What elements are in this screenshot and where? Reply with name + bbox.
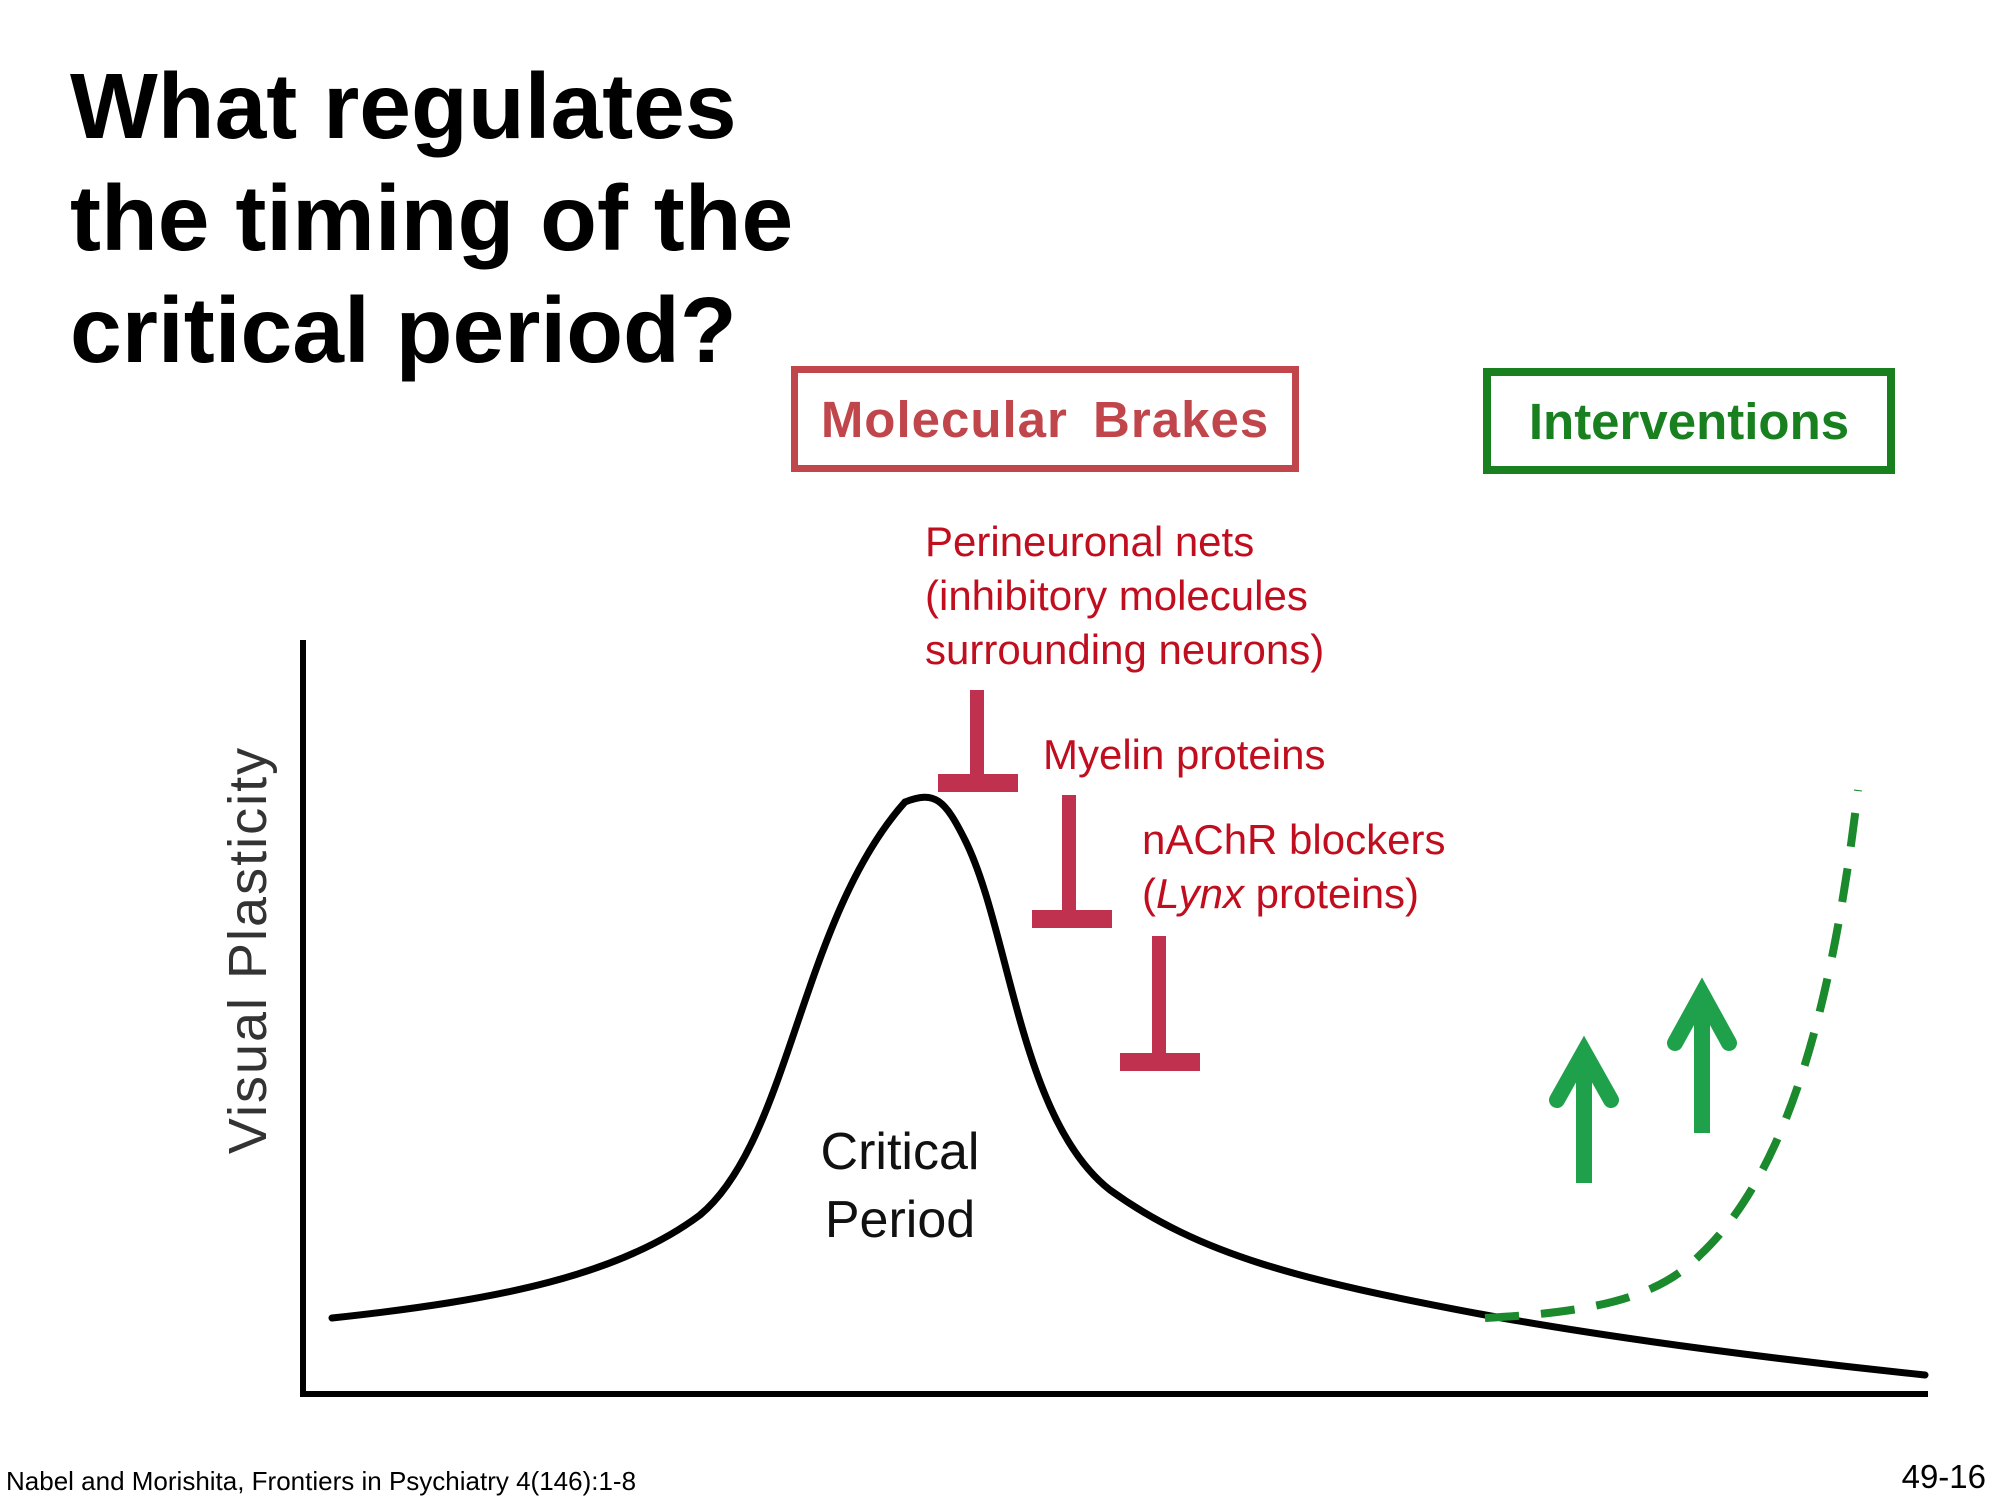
brake-symbol-myelin-icon xyxy=(1032,795,1112,928)
perineuronal-line-2: (inhibitory molecules xyxy=(925,572,1308,619)
lynx-italic: Lynx xyxy=(1156,870,1244,917)
title-line-1: What regulates xyxy=(70,54,737,158)
citation: Nabel and Morishita, Frontiers in Psychi… xyxy=(6,1466,637,1496)
interventions-box: Interventions xyxy=(1483,368,1895,474)
critical-period-label: Critical Period xyxy=(760,1118,1040,1254)
y-axis-label: Visual Plasticity xyxy=(218,745,278,1155)
molecular-brakes-box: Molecular Brakes xyxy=(791,366,1299,472)
intervention-dashed-curve xyxy=(1484,789,1862,1322)
critical-period-line-2: Period xyxy=(824,1191,976,1249)
brake-symbol-perineuronal-icon xyxy=(938,690,1018,792)
myelin-proteins-label: Myelin proteins xyxy=(1043,731,1326,778)
title-line-2: the timing of the xyxy=(70,166,794,270)
nachr-blockers-label: nAChR blockers (Lynx proteins) xyxy=(1142,813,1445,921)
critical-period-line-1: Critical xyxy=(820,1123,980,1181)
nachr-line-1: nAChR blockers xyxy=(1142,816,1446,863)
slide-title: What regulates the timing of the critica… xyxy=(70,50,970,386)
perineuronal-line-3: surrounding neurons) xyxy=(925,626,1325,673)
slide-number: 49-16 xyxy=(1901,1458,1986,1495)
nachr-line-2: (Lynx proteins) xyxy=(1142,867,1445,921)
nachr-open-paren: ( xyxy=(1142,870,1156,917)
nachr-rest: proteins) xyxy=(1243,870,1420,917)
plasticity-curve xyxy=(328,793,1929,1379)
brake-symbol-nachr-icon xyxy=(1120,936,1200,1071)
perineuronal-line-1: Perineuronal nets xyxy=(925,518,1255,565)
perineuronal-nets-label: Perineuronal nets (inhibitory molecules … xyxy=(925,515,1324,677)
intervention-arrow-2-icon xyxy=(1667,977,1737,1133)
molecular-brakes-label: Molecular Brakes xyxy=(820,390,1270,448)
intervention-arrow-1-icon xyxy=(1549,1035,1619,1183)
title-line-3: critical period? xyxy=(70,278,737,382)
interventions-label: Interventions xyxy=(1528,392,1850,450)
